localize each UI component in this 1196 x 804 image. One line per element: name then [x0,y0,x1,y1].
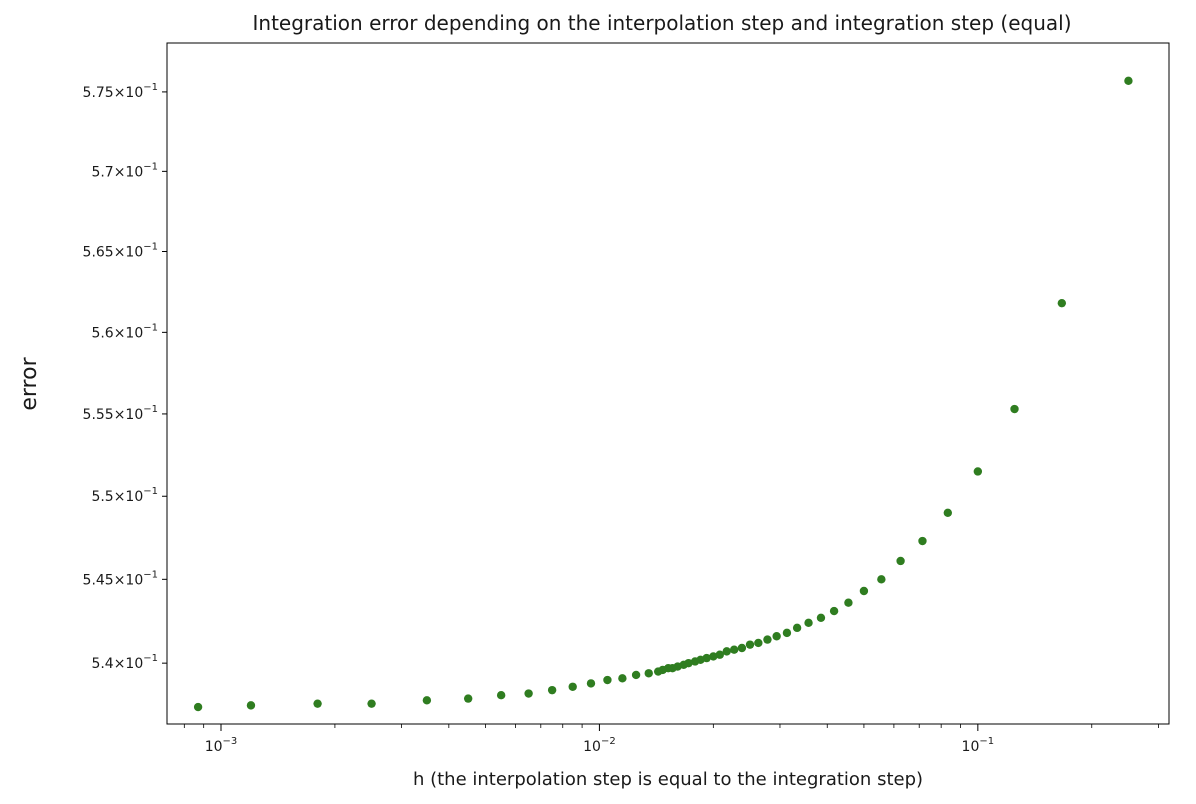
data-point [422,696,432,705]
data-point [816,613,826,622]
data-point [618,674,627,683]
data-point [709,652,718,661]
data-point [877,575,886,584]
data-point [943,508,953,518]
data-point [690,657,700,666]
data-point [547,685,557,695]
data-point [1057,298,1067,308]
data-point [792,623,802,633]
y-tick-label: 5.65×10−1 [83,241,158,260]
data-point [524,689,533,698]
data-point [631,670,641,680]
data-point [367,699,376,708]
data-point [496,691,506,700]
data-point [653,667,663,676]
chart-title: Integration error depending on the inter… [253,11,1072,35]
data-point [568,682,577,691]
data-point [829,606,839,616]
y-axis-label: error [17,356,42,410]
data-point [729,645,739,654]
x-tick-label: 10−2 [583,736,616,755]
y-tick-label: 5.7×10−1 [91,161,158,180]
y-tick-label: 5.4×10−1 [91,653,158,672]
x-tick-label: 10−1 [962,736,995,755]
points-layer [193,76,1133,712]
data-point [973,467,983,476]
data-point [313,699,322,708]
data-point [804,618,813,628]
data-point [722,647,731,656]
data-point [1010,404,1019,414]
data-point [246,701,256,710]
data-point [754,638,763,648]
data-point [1124,76,1133,86]
data-point [844,598,853,607]
data-point [859,586,869,596]
x-axis-label: h (the interpolation step is equal to th… [413,769,923,790]
data-point [763,635,772,644]
x-tick-label: 10−3 [205,736,238,755]
ticks-layer: 10−3 10−2 10−1 5.4×10−1 5.45×10−1 5.5×10−1 5.5… [83,82,1159,755]
data-point [782,628,792,638]
data-point [715,650,724,659]
y-tick-label: 5.75×10−1 [83,82,158,101]
y-tick-label: 5.5×10−1 [91,486,158,505]
data-point [745,640,755,649]
y-tick-label: 5.55×10−1 [83,404,158,423]
data-point [586,679,596,688]
data-point [737,643,747,653]
y-tick-label: 5.6×10−1 [91,322,158,341]
data-point [463,694,473,703]
data-point [918,536,927,546]
plot-frame [166,42,1170,725]
data-point [193,702,203,712]
y-tick-label: 5.45×10−1 [83,569,158,588]
data-point [772,632,781,641]
data-point [603,675,612,685]
data-point [896,556,905,566]
data-point [644,669,653,678]
